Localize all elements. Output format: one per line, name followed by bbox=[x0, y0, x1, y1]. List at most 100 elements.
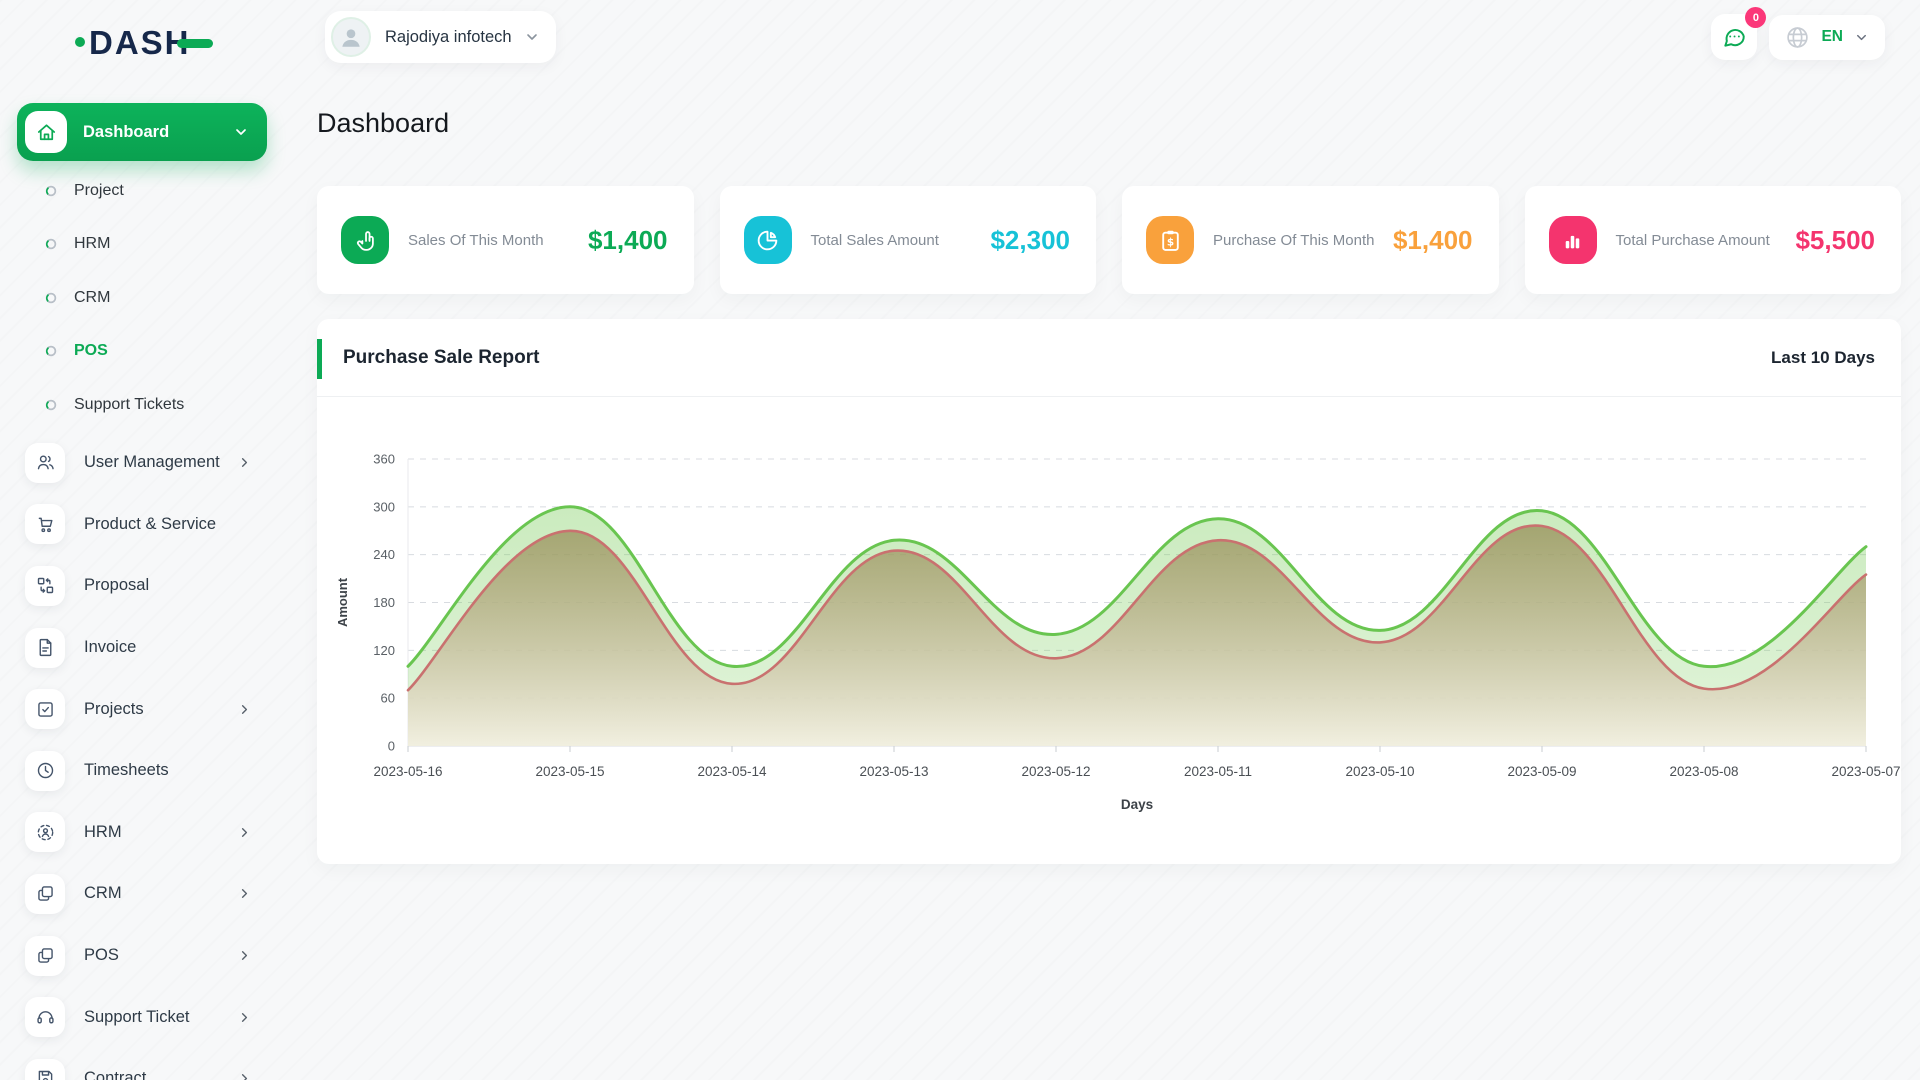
sidebar-item-crm[interactable]: CRM bbox=[0, 863, 285, 925]
pie-icon bbox=[743, 216, 792, 264]
bullet-icon bbox=[44, 398, 58, 412]
sidebar-item-label: Contract bbox=[84, 1069, 147, 1080]
sidebar-item-label: Timesheets bbox=[84, 761, 169, 780]
sidebar-sub-menu: Project HRM CRM POS Support Tickets bbox=[0, 164, 285, 432]
sidebar: Dashboard Project HRM CRM POS Support Ticket… bbox=[0, 85, 285, 1080]
svg-text:300: 300 bbox=[373, 499, 395, 514]
home-icon bbox=[25, 111, 67, 153]
brand-logo: DASH bbox=[75, 22, 213, 62]
sidebar-item-contract[interactable]: Contract bbox=[0, 1048, 285, 1080]
sidebar-sub-item-hrm[interactable]: HRM bbox=[0, 218, 285, 272]
stat-card-total-purchase-amount: Total Purchase Amount $5,500 bbox=[1524, 186, 1901, 294]
svg-text:2023-05-09: 2023-05-09 bbox=[1507, 764, 1576, 779]
sidebar-item-projects[interactable]: Projects bbox=[0, 678, 285, 740]
svg-text:60: 60 bbox=[381, 691, 395, 706]
page-title: Dashboard bbox=[317, 108, 450, 138]
sidebar-sub-item-label: POS bbox=[74, 342, 108, 360]
svg-text:2023-05-11: 2023-05-11 bbox=[1184, 764, 1252, 779]
report-range: Last 10 Days bbox=[1771, 347, 1875, 367]
sidebar-sub-item-label: Project bbox=[74, 181, 124, 199]
chevron-down-icon bbox=[236, 129, 246, 135]
sidebar-item-timesheets[interactable]: Timesheets bbox=[0, 740, 285, 802]
sidebar-item-proposal[interactable]: Proposal bbox=[0, 555, 285, 617]
chevron-right-icon bbox=[237, 1010, 252, 1025]
stat-card-label: Total Purchase Amount bbox=[1615, 231, 1770, 249]
stat-card-value: $1,400 bbox=[587, 224, 668, 255]
headset-icon bbox=[25, 997, 65, 1038]
check-square-icon bbox=[25, 689, 65, 730]
svg-text:0: 0 bbox=[388, 739, 395, 754]
stat-cards: Sales Of This Month $1,400 Total Sales Amo… bbox=[317, 186, 1901, 294]
sidebar-item-label: POS bbox=[84, 946, 119, 965]
purchase-sale-report-card: Purchase Sale Report Last 10 Days 0 60 120… bbox=[317, 319, 1901, 864]
sidebar-sub-item-support-tickets[interactable]: Support Tickets bbox=[0, 378, 285, 432]
sidebar-item-product-service[interactable]: Product & Service bbox=[0, 494, 285, 556]
report-title: Purchase Sale Report bbox=[343, 346, 540, 368]
bullet-icon bbox=[44, 237, 58, 251]
sidebar-sub-item-crm[interactable]: CRM bbox=[0, 271, 285, 325]
chat-icon bbox=[1724, 29, 1746, 47]
sidebar-sub-item-label: HRM bbox=[74, 235, 111, 253]
brand-name: DASH bbox=[89, 23, 191, 61]
svg-text:120: 120 bbox=[373, 643, 395, 658]
chevron-right-icon bbox=[237, 1071, 252, 1080]
sidebar-item-support-ticket[interactable]: Support Ticket bbox=[0, 986, 285, 1048]
squares-icon bbox=[25, 935, 65, 976]
stat-card-value: $2,300 bbox=[990, 224, 1070, 255]
sidebar-item-hrm[interactable]: HRM bbox=[0, 802, 285, 864]
chevron-right-icon bbox=[237, 948, 252, 963]
sidebar-sub-item-pos[interactable]: POS bbox=[0, 325, 285, 379]
clock-icon bbox=[25, 750, 65, 791]
swap-icon bbox=[25, 565, 65, 606]
sidebar-item-label: Dashboard bbox=[83, 122, 170, 141]
person-icon bbox=[342, 29, 360, 47]
logo-dot-icon bbox=[75, 37, 85, 47]
users-icon bbox=[25, 442, 65, 483]
chevron-right-icon bbox=[237, 825, 252, 840]
svg-text:2023-05-16: 2023-05-16 bbox=[373, 764, 442, 779]
sidebar-sub-item-project[interactable]: Project bbox=[0, 164, 285, 218]
language-code: EN bbox=[1821, 28, 1843, 45]
squares-icon bbox=[25, 873, 65, 914]
messages-badge: 0 bbox=[1745, 7, 1767, 28]
title-accent-bar bbox=[317, 339, 322, 379]
sidebar-item-pos[interactable]: POS bbox=[0, 925, 285, 987]
svg-text:360: 360 bbox=[373, 452, 395, 467]
company-name: Rajodiya infotech bbox=[385, 27, 512, 46]
svg-text:Days: Days bbox=[1121, 797, 1153, 812]
svg-text:2023-05-12: 2023-05-12 bbox=[1021, 764, 1090, 779]
stat-card-sales-of-this-month: Sales Of This Month $1,400 bbox=[317, 186, 694, 294]
bar-chart-icon bbox=[1548, 216, 1597, 264]
avatar bbox=[331, 17, 371, 57]
sidebar-sub-item-label: Support Tickets bbox=[74, 395, 185, 413]
report-header: Purchase Sale Report Last 10 Days bbox=[317, 319, 1901, 397]
sidebar-item-label: Invoice bbox=[84, 638, 137, 657]
sidebar-item-label: Projects bbox=[84, 699, 144, 718]
svg-text:180: 180 bbox=[373, 595, 395, 610]
person-target-icon bbox=[25, 812, 65, 853]
svg-text:2023-05-13: 2023-05-13 bbox=[859, 764, 928, 779]
chevron-down-icon bbox=[526, 34, 537, 40]
sidebar-item-user-management[interactable]: User Management bbox=[0, 432, 285, 494]
globe-icon bbox=[1787, 26, 1809, 48]
svg-text:Amount: Amount bbox=[335, 577, 350, 627]
cart-icon bbox=[25, 504, 65, 545]
stat-card-label: Sales Of This Month bbox=[408, 231, 544, 249]
sidebar-item-invoice[interactable]: Invoice bbox=[0, 617, 285, 679]
svg-text:2023-05-08: 2023-05-08 bbox=[1669, 764, 1738, 779]
svg-text:2023-05-07: 2023-05-07 bbox=[1831, 764, 1900, 779]
stat-card-value: $1,400 bbox=[1392, 224, 1473, 255]
sidebar-item-label: Product & Service bbox=[84, 514, 217, 533]
stat-card-purchase-of-this-month: $ Purchase Of This Month $1,400 bbox=[1122, 186, 1499, 294]
language-selector[interactable]: EN bbox=[1769, 14, 1885, 60]
chevron-down-icon bbox=[1857, 34, 1866, 40]
bullet-icon bbox=[44, 184, 58, 198]
company-selector[interactable]: Rajodiya infotech bbox=[325, 11, 556, 63]
sidebar-item-dashboard[interactable]: Dashboard bbox=[17, 103, 267, 161]
messages-button[interactable]: 0 bbox=[1711, 7, 1767, 60]
logo-dash-icon bbox=[176, 38, 213, 48]
tap-icon bbox=[341, 216, 389, 264]
stat-card-total-sales-amount: Total Sales Amount $2,300 bbox=[719, 186, 1096, 294]
svg-text:2023-05-10: 2023-05-10 bbox=[1345, 764, 1414, 779]
